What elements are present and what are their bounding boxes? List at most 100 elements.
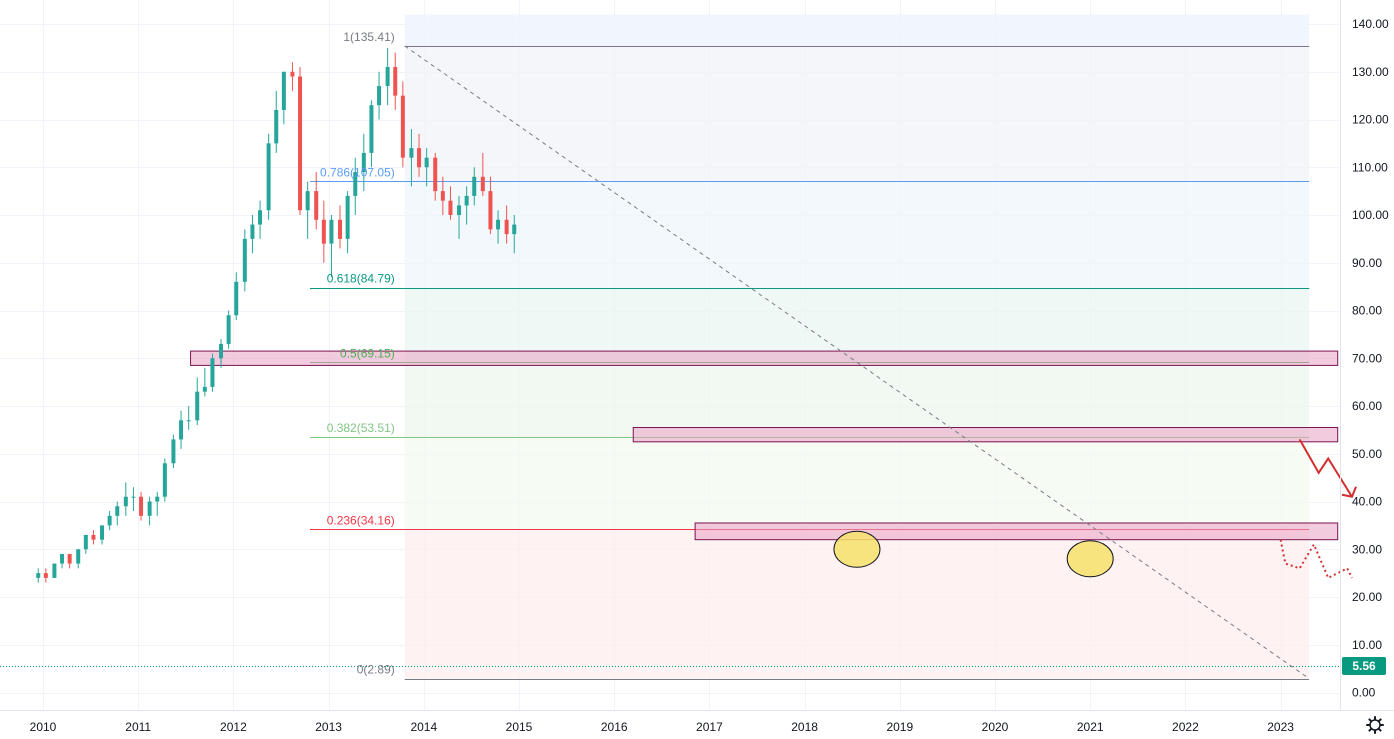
fib-band: [404, 45, 1310, 182]
y-tick-label: 90.00: [1352, 256, 1382, 270]
y-tick-label: 110.00: [1352, 160, 1388, 174]
candle-body: [480, 176, 485, 192]
candle-body: [43, 573, 48, 578]
chart-annotations[interactable]: [0, 45, 1357, 680]
candle-body: [433, 157, 438, 192]
candle-body: [400, 95, 405, 158]
fib-level-label: 0.382(53.51): [327, 421, 395, 435]
fib-level-label: 0.618(84.79): [327, 272, 395, 286]
x-tick-label: 2011: [125, 720, 151, 734]
candle-body: [361, 152, 366, 173]
y-tick-label: 130.00: [1352, 65, 1389, 79]
fib-band: [404, 362, 1310, 437]
candle-body: [186, 420, 191, 422]
candle-body: [504, 219, 509, 235]
candle-body: [417, 148, 422, 168]
x-tick-label: 2010: [30, 720, 57, 734]
fib-band-top: [404, 14, 1310, 46]
candle-body: [321, 219, 326, 244]
candle-body: [171, 439, 176, 464]
resistance-zone: [190, 350, 1339, 366]
settings-gear-icon[interactable]: [1366, 716, 1384, 734]
candle-body: [464, 195, 469, 206]
candle-body: [162, 463, 167, 497]
y-tick-label: 80.00: [1352, 304, 1382, 318]
fibonacci-labels: 1(135.41) 0.786(107.05) 0.618(84.79) 0.5(69…: [320, 30, 395, 677]
y-axis-ticks: 0.00 10.00 20.00 30.00 40.00 50.00 60.00 70.00 8…: [1352, 17, 1389, 700]
highlight-circle: [1066, 540, 1114, 578]
candle-body: [274, 109, 279, 144]
candle-body: [298, 76, 303, 211]
candle-body: [314, 191, 319, 220]
candle-body: [338, 219, 343, 239]
x-tick-label: 2020: [982, 720, 1009, 734]
candle-body: [281, 71, 286, 110]
fib-level-label: 0.236(34.16): [327, 513, 395, 527]
candlestick-series: [36, 47, 517, 583]
candle-body: [472, 176, 477, 196]
y-tick-label: 20.00: [1352, 590, 1382, 604]
candle-body: [115, 506, 120, 516]
candle-body: [226, 315, 231, 344]
candle-body: [100, 525, 105, 540]
candle-body: [219, 343, 224, 359]
resistance-zones[interactable]: [190, 350, 1339, 541]
candle-body: [131, 496, 136, 498]
fib-level-label: 0.5(69.15): [340, 346, 395, 360]
candle-body: [52, 563, 57, 578]
candle-body: [448, 200, 453, 215]
y-tick-label: 120.00: [1352, 113, 1389, 127]
candle-body: [440, 191, 445, 201]
candle-body: [369, 105, 374, 153]
candle-body: [107, 515, 112, 526]
candle-body: [424, 157, 429, 168]
y-tick-label: 60.00: [1352, 399, 1382, 413]
candle-body: [123, 496, 128, 507]
candle-body: [36, 573, 41, 578]
fib-band: [404, 287, 1310, 363]
candle-body: [305, 191, 310, 211]
x-tick-label: 2018: [791, 720, 818, 734]
candle-body: [91, 534, 96, 540]
fib-level-label: 0(2.89): [357, 663, 395, 677]
candle-body: [250, 224, 255, 239]
candle-body: [242, 238, 247, 282]
x-tick-label: 2019: [886, 720, 913, 734]
y-tick-label: 140.00: [1352, 17, 1389, 31]
candle-body: [234, 281, 239, 316]
candle-body: [76, 549, 81, 564]
chart-axes: [0, 0, 1394, 711]
x-tick-label: 2022: [1172, 720, 1199, 734]
candle-body: [385, 66, 390, 87]
fib-level-label: 0.786(107.05): [320, 165, 395, 179]
candle-body: [512, 224, 517, 235]
x-tick-label: 2023: [1267, 720, 1294, 734]
candle-body: [329, 219, 334, 244]
y-tick-label: 0.00: [1352, 686, 1376, 700]
last-price-value: 5.56: [1352, 659, 1376, 673]
last-price-badge: [1342, 657, 1386, 675]
fibonacci-retracement[interactable]: [310, 14, 1310, 680]
last-price-tag: 5.56: [1342, 657, 1386, 675]
candle-body: [195, 391, 200, 421]
candle-body: [345, 195, 350, 239]
candle-body: [409, 148, 414, 158]
x-tick-label: 2013: [315, 720, 342, 734]
candle-body: [290, 71, 295, 77]
y-tick-label: 50.00: [1352, 447, 1382, 461]
candle-body: [258, 210, 263, 225]
candle-body: [67, 554, 72, 564]
highlight-circle: [833, 530, 881, 568]
y-tick-label: 10.00: [1352, 638, 1382, 652]
candle-body: [139, 496, 144, 516]
candle-body: [83, 534, 88, 550]
fib-level-label: 1(135.41): [343, 30, 394, 44]
fib-band: [404, 436, 1310, 530]
y-tick-label: 70.00: [1352, 351, 1382, 365]
arrow-head: [1341, 486, 1357, 498]
candle-body: [266, 143, 271, 211]
resistance-zone: [632, 426, 1339, 443]
candle-body: [377, 86, 382, 106]
candle-body: [393, 66, 398, 96]
